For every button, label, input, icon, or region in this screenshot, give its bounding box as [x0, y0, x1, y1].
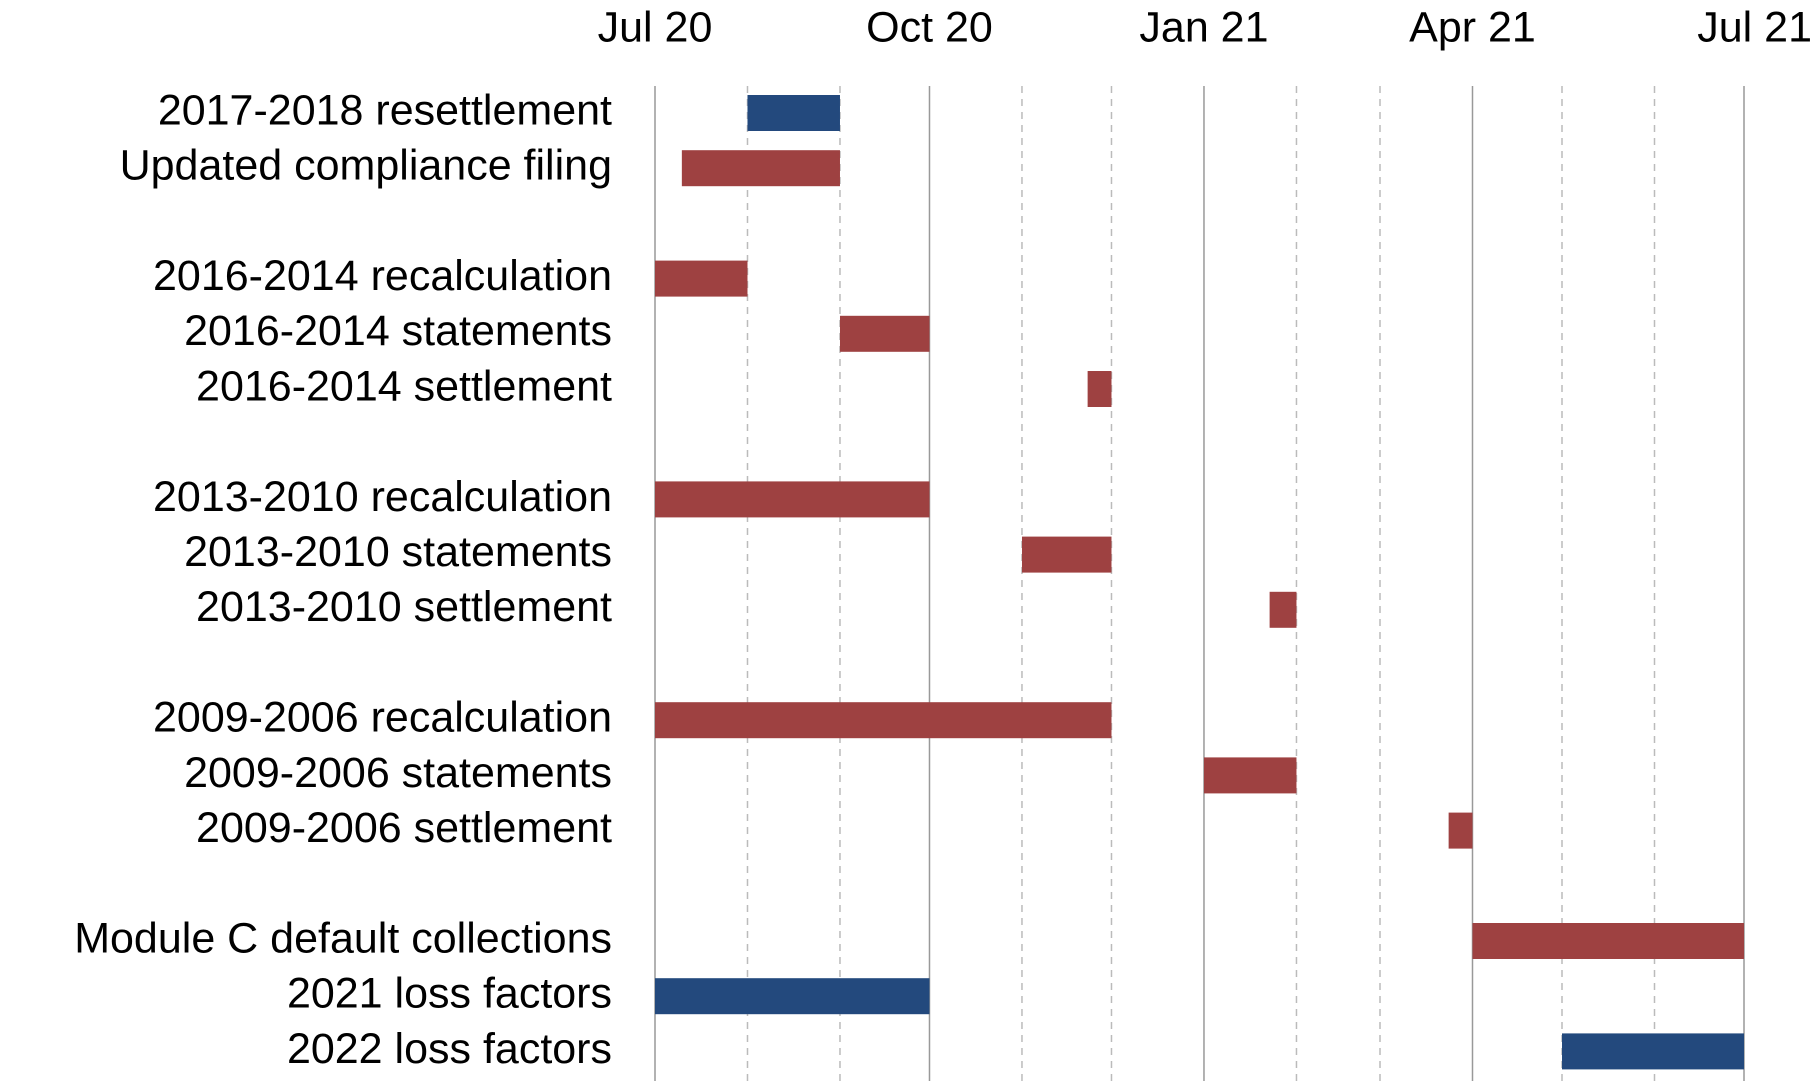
- task-label: Updated compliance filing: [120, 142, 612, 190]
- task-bar: [1269, 591, 1297, 628]
- task-bar: [1021, 536, 1112, 573]
- task-label: 2009-2006 settlement: [196, 804, 612, 852]
- task-label: 2022 loss factors: [287, 1025, 612, 1073]
- task-bar: [655, 702, 1112, 739]
- task-label: 2016-2014 statements: [184, 307, 612, 355]
- task-bar: [655, 978, 930, 1015]
- task-bar: [1087, 371, 1112, 407]
- task-label: 2013-2010 recalculation: [153, 473, 612, 521]
- task-bar: [1203, 757, 1297, 794]
- task-bar: [681, 150, 840, 187]
- task-label: 2017-2018 resettlement: [158, 86, 612, 134]
- task-bar: [1472, 923, 1744, 959]
- task-label: 2013-2010 statements: [184, 528, 612, 576]
- task-label: 2016-2014 settlement: [196, 362, 612, 410]
- task-bar: [1448, 812, 1473, 849]
- task-bar: [839, 315, 930, 352]
- x-tick-label: Oct 20: [866, 3, 993, 51]
- task-label: Module C default collections: [74, 914, 612, 962]
- x-tick-label: Jul 20: [598, 3, 713, 51]
- x-tick-label: Jul 21: [1697, 3, 1812, 51]
- task-bar: [655, 260, 748, 297]
- task-label: 2009-2006 recalculation: [153, 694, 612, 742]
- task-label: 2009-2006 statements: [184, 749, 612, 797]
- task-label: 2013-2010 settlement: [196, 583, 612, 631]
- task-label: 2021 loss factors: [287, 970, 612, 1018]
- task-label: 2016-2014 recalculation: [153, 252, 612, 300]
- task-bar: [655, 481, 930, 518]
- x-tick-label: Jan 21: [1139, 3, 1268, 51]
- task-bar: [747, 95, 840, 131]
- task-bar: [1562, 1033, 1744, 1070]
- x-tick-label: Apr 21: [1409, 3, 1536, 51]
